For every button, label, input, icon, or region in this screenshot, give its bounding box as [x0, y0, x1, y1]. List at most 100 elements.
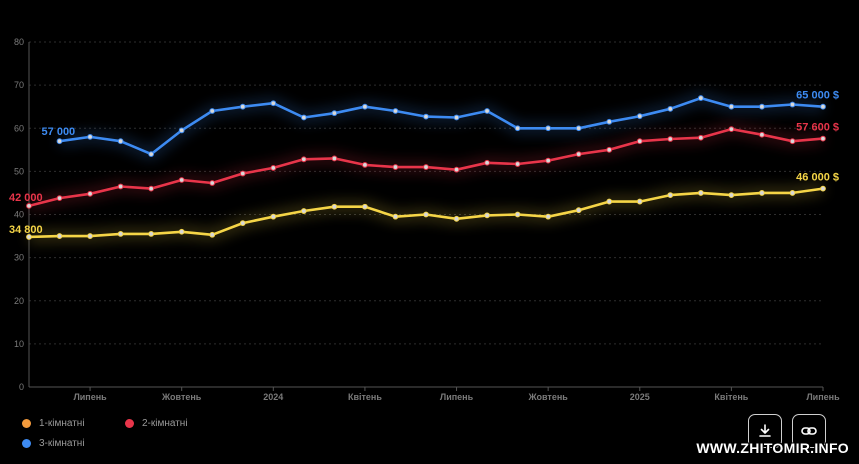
data-point-2-room[interactable] [56, 195, 63, 202]
legend-label: 2-кімнатні [142, 418, 188, 429]
data-point-1-room[interactable] [453, 215, 460, 222]
data-point-3-room[interactable] [239, 103, 246, 110]
data-point-3-room[interactable] [636, 113, 643, 120]
data-point-1-room[interactable] [56, 233, 63, 239]
data-point-3-room[interactable] [392, 108, 399, 114]
data-point-1-room[interactable] [239, 220, 246, 227]
data-point-3-room[interactable] [300, 114, 307, 121]
data-point-1-room[interactable] [362, 203, 368, 210]
series [26, 95, 826, 240]
y-tick-label: 60 [14, 123, 24, 133]
data-point-2-room[interactable] [789, 138, 796, 145]
data-point-1-room[interactable] [514, 211, 521, 218]
data-point-3-room[interactable] [56, 138, 63, 145]
data-point-1-room[interactable] [789, 190, 796, 196]
data-point-3-room[interactable] [514, 125, 521, 132]
data-point-3-room[interactable] [820, 103, 826, 110]
data-point-2-room[interactable] [759, 131, 765, 138]
data-point-3-room[interactable] [209, 108, 216, 114]
data-point-1-room[interactable] [545, 213, 552, 220]
data-point-2-room[interactable] [575, 151, 582, 158]
data-point-1-room[interactable] [759, 190, 765, 196]
x-tick-label: Жовтень [527, 392, 568, 402]
series-start-label-2-room: 42 000 [9, 192, 43, 204]
data-point-2-room[interactable] [545, 157, 552, 164]
data-point-1-room[interactable] [209, 231, 216, 238]
data-point-2-room[interactable] [697, 134, 704, 141]
data-point-2-room[interactable] [209, 180, 216, 186]
data-point-2-room[interactable] [270, 165, 277, 171]
data-point-3-room[interactable] [331, 110, 338, 117]
data-point-2-room[interactable] [606, 146, 613, 153]
data-point-2-room[interactable] [820, 135, 826, 142]
data-point-3-room[interactable] [362, 103, 368, 110]
data-point-1-room[interactable] [728, 192, 735, 198]
data-point-3-room[interactable] [178, 127, 185, 134]
data-point-2-room[interactable] [728, 126, 735, 133]
data-point-3-room[interactable] [606, 118, 613, 125]
data-point-1-room[interactable] [697, 190, 704, 196]
data-point-1-room[interactable] [300, 208, 307, 214]
data-point-2-room[interactable] [667, 136, 674, 142]
data-point-1-room[interactable] [667, 192, 674, 198]
data-point-2-room[interactable] [178, 177, 185, 183]
data-point-3-room[interactable] [453, 114, 460, 121]
data-point-2-room[interactable] [117, 183, 124, 190]
data-point-2-room[interactable] [87, 190, 93, 197]
data-point-1-room[interactable] [117, 231, 124, 237]
data-point-2-room[interactable] [453, 166, 460, 173]
data-point-3-room[interactable] [270, 100, 277, 107]
legend-dot-icon [125, 419, 134, 428]
x-tick-label: 2025 [630, 392, 650, 402]
data-point-2-room[interactable] [26, 202, 32, 209]
data-point-3-room[interactable] [87, 133, 93, 140]
data-point-2-room[interactable] [362, 162, 368, 168]
data-point-1-room[interactable] [606, 198, 613, 205]
legend-dot-icon [22, 419, 31, 428]
data-point-2-room[interactable] [239, 170, 246, 177]
download-button[interactable] [748, 414, 782, 448]
data-point-1-room[interactable] [270, 213, 277, 220]
data-point-1-room[interactable] [178, 228, 185, 235]
data-point-3-room[interactable] [148, 151, 155, 158]
data-point-3-room[interactable] [667, 105, 674, 112]
data-point-2-room[interactable] [331, 155, 338, 162]
data-point-2-room[interactable] [148, 185, 155, 192]
data-point-2-room[interactable] [392, 164, 399, 170]
data-point-1-room[interactable] [148, 231, 155, 237]
series-glow-3-room [58, 93, 824, 160]
copy-link-button[interactable] [792, 414, 826, 448]
data-point-3-room[interactable] [789, 101, 796, 108]
x-tick-label: Липень [806, 392, 840, 402]
data-point-3-room[interactable] [759, 103, 765, 110]
data-point-1-room[interactable] [392, 213, 399, 220]
data-point-2-room[interactable] [484, 159, 490, 166]
data-point-3-room[interactable] [423, 113, 429, 120]
data-point-3-room[interactable] [728, 103, 735, 110]
data-point-2-room[interactable] [423, 164, 429, 170]
data-point-1-room[interactable] [331, 203, 338, 210]
data-point-1-room[interactable] [26, 234, 32, 240]
data-point-3-room[interactable] [117, 138, 124, 145]
data-point-3-room[interactable] [575, 125, 582, 132]
legend-label: 1-кімнатні [39, 418, 85, 429]
series-end-label-3-room: 65 000 $ [796, 90, 839, 102]
data-point-3-room[interactable] [484, 108, 490, 114]
data-point-1-room[interactable] [820, 185, 826, 192]
data-point-3-room[interactable] [697, 95, 704, 101]
legend-item-2-room[interactable]: 2-кімнатні [125, 418, 188, 429]
series-start-label-1-room: 34 800 [9, 224, 43, 236]
legend-item-1-room[interactable]: 1-кімнатні [22, 418, 85, 429]
data-point-1-room[interactable] [575, 207, 582, 214]
legend-item-3-room[interactable]: 3-кімнатні [22, 438, 85, 449]
data-point-2-room[interactable] [636, 138, 643, 145]
x-tick-label: 2024 [263, 392, 283, 402]
data-point-1-room[interactable] [87, 233, 93, 239]
data-point-3-room[interactable] [545, 125, 552, 132]
data-point-2-room[interactable] [300, 156, 307, 163]
data-point-2-room[interactable] [514, 161, 521, 167]
data-point-1-room[interactable] [636, 198, 643, 205]
data-point-1-room[interactable] [423, 211, 429, 218]
data-point-1-room[interactable] [484, 212, 490, 219]
